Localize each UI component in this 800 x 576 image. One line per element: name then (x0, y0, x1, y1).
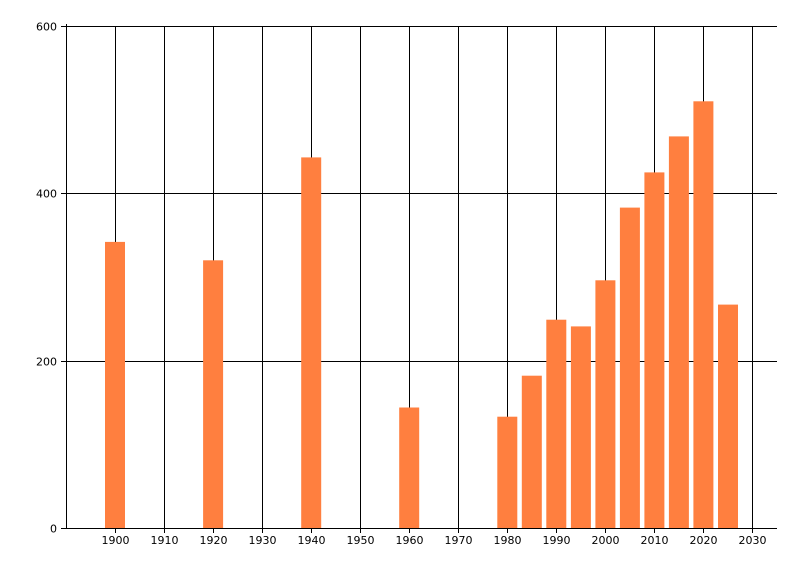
bar-1920 (203, 260, 224, 528)
bar-1995 (570, 326, 591, 528)
x-tick-label-2020: 2020 (690, 534, 718, 547)
x-tick-label-2030: 2030 (739, 534, 767, 547)
x-tick-label-1960: 1960 (396, 534, 424, 547)
x-tick-label-1930: 1930 (249, 534, 277, 547)
y-tick-label-200: 200 (36, 356, 57, 369)
y-tick-label-600: 600 (36, 21, 57, 34)
x-tick-label-1950: 1950 (347, 534, 375, 547)
bar-2020 (693, 101, 714, 529)
axes (61, 24, 777, 533)
x-tick-label-2010: 2010 (641, 534, 669, 547)
y-tick-labels: 0 200 400 600 (36, 21, 57, 536)
bar-1980 (497, 416, 518, 528)
x-tick-label-1970: 1970 (445, 534, 473, 547)
bar-1900 (105, 241, 125, 528)
bar-2000 (595, 280, 616, 528)
x-tick-label-1980: 1980 (494, 534, 522, 547)
x-tick-labels: 1900 1910 1920 1930 1940 1950 1960 1970 1980 1990… (102, 534, 767, 547)
x-tick-label-1940: 1940 (298, 534, 326, 547)
x-tick-label-1920: 1920 (200, 534, 228, 547)
bar-1990 (546, 319, 567, 528)
bars (105, 101, 738, 529)
bar-2005 (619, 207, 640, 528)
bar-1960 (399, 407, 420, 528)
bar-2010 (644, 172, 665, 528)
y-tick-label-0: 0 (50, 523, 57, 536)
x-tick-label-1910: 1910 (151, 534, 179, 547)
x-tick-label-2000: 2000 (592, 534, 620, 547)
x-tick-label-1990: 1990 (543, 534, 571, 547)
bar-1985 (521, 375, 542, 528)
bar-2015 (668, 136, 689, 528)
x-tick-label-1900: 1900 (102, 534, 130, 547)
y-tick-label-400: 400 (36, 188, 57, 201)
bar-1940 (301, 157, 322, 528)
bar-2025 (718, 304, 738, 528)
